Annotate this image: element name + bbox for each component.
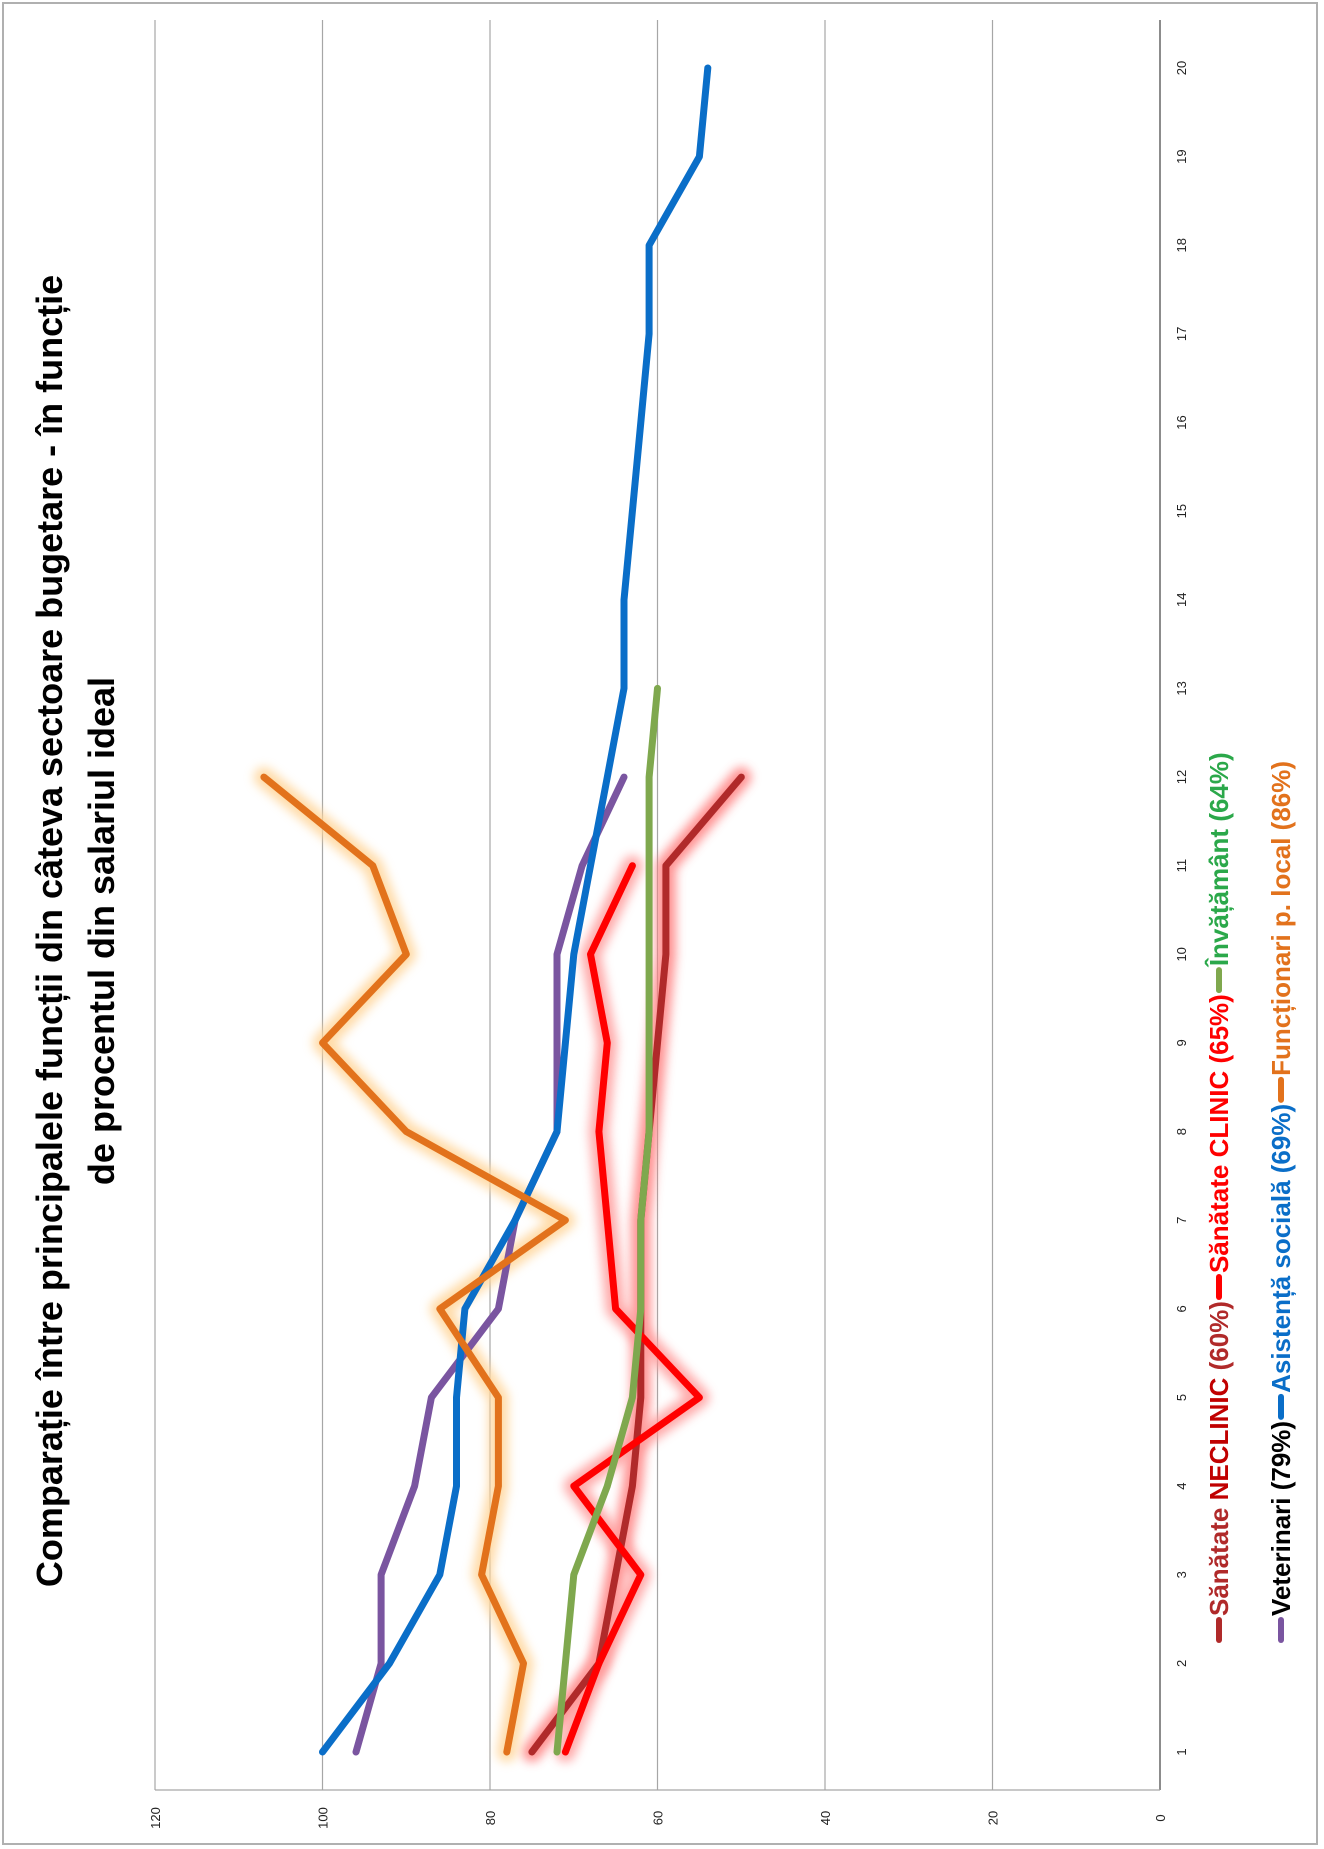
series-line-5 — [260, 773, 569, 1756]
x-tick-label: 2 — [1174, 1660, 1189, 1667]
gridlines — [154, 20, 1161, 1791]
x-tick-label: 6 — [1174, 1305, 1189, 1312]
series-line-4 — [553, 684, 661, 1756]
y-tick-label: 20 — [986, 1811, 1001, 1825]
y-tick-label: 40 — [818, 1811, 833, 1825]
legend-label-4: Învățământ (64%) — [1204, 752, 1234, 968]
series-line-3 — [319, 64, 712, 1756]
x-tick-label: 12 — [1174, 770, 1189, 784]
x-tick-label: 13 — [1174, 681, 1189, 695]
x-tick-label: 14 — [1174, 593, 1189, 607]
x-tick-label: 4 — [1174, 1482, 1189, 1489]
series-lines — [260, 64, 745, 1756]
series-glow-5 — [253, 767, 576, 1762]
x-tick-label: 17 — [1174, 327, 1189, 341]
legend-label-2: Veterinari (79%) — [1266, 1421, 1296, 1616]
x-tick-label: 9 — [1174, 1039, 1189, 1046]
x-tick-label: 8 — [1174, 1128, 1189, 1135]
x-tick-label: 20 — [1174, 61, 1189, 75]
legend-row-2: Veterinari (79%) Asistență socială (69%) F… — [1266, 761, 1296, 1643]
title-line-2: de procentul din salariul ideal — [81, 677, 122, 1185]
y-tick-label: 60 — [651, 1811, 666, 1825]
legend-label-1: Sănătate CLINIC (65%) — [1204, 994, 1234, 1273]
y-tick-label: 0 — [1153, 1814, 1168, 1821]
x-tick-label: 5 — [1174, 1394, 1189, 1401]
x-tick-label: 1 — [1174, 1748, 1189, 1755]
y-tick-label: 100 — [316, 1807, 331, 1829]
legend-row-1: Sănătate NECLINIC (60%) Sănătate CLINIC (… — [1204, 752, 1234, 1643]
chart-title: Comparație între principalele funcții di… — [29, 275, 122, 1587]
legend-label-3: Asistență socială (69%) — [1266, 1104, 1296, 1393]
x-tick-label: 18 — [1174, 238, 1189, 252]
x-tick-label: 3 — [1174, 1571, 1189, 1578]
legend-label-5: Funcționari p. local (86%) — [1266, 761, 1296, 1076]
title-line-1: Comparație între principalele funcții di… — [29, 275, 71, 1587]
legend: Sănătate NECLINIC (60%) Sănătate CLINIC (… — [1204, 752, 1296, 1643]
y-tick-label: 80 — [483, 1811, 498, 1825]
x-tick-label: 16 — [1174, 415, 1189, 429]
y-axis-ticks: 0 20 40 60 80 100 120 — [148, 1807, 1168, 1829]
x-tick-label: 11 — [1174, 859, 1189, 873]
x-tick-label: 19 — [1174, 149, 1189, 163]
x-tick-label: 15 — [1174, 504, 1189, 518]
legend-label-0: Sănătate NECLINIC (60%) — [1204, 1301, 1234, 1616]
y-tick-label: 120 — [148, 1807, 163, 1829]
x-tick-label: 10 — [1174, 947, 1189, 961]
x-tick-label: 7 — [1174, 1217, 1189, 1224]
series-line-1 — [561, 862, 703, 1756]
